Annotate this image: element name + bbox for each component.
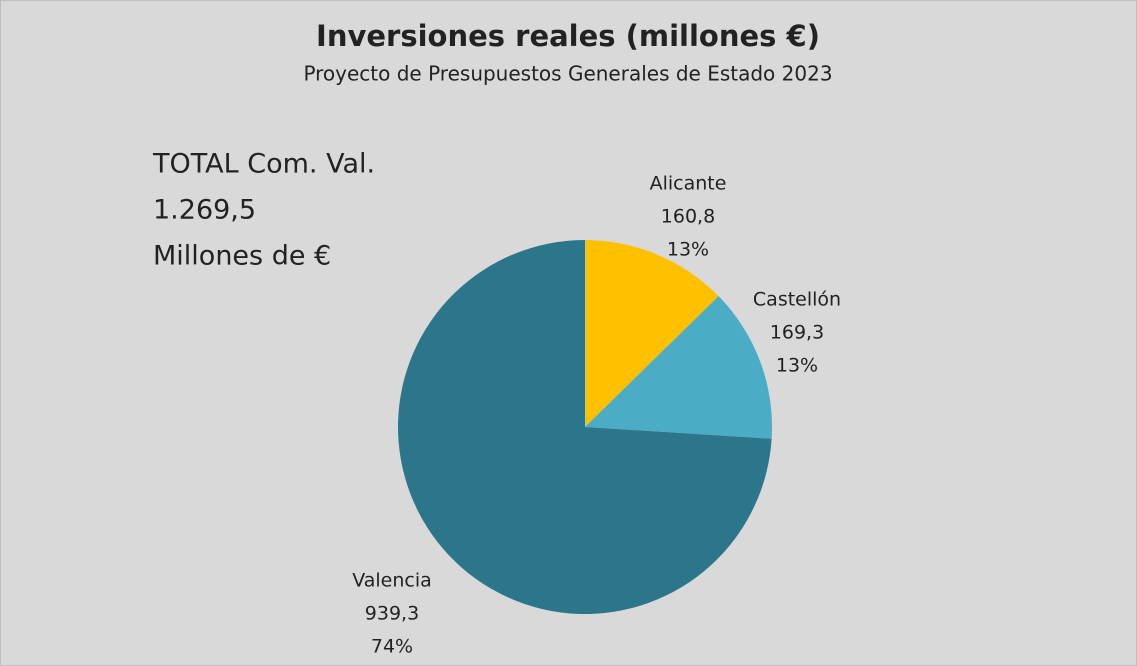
pie-slice bbox=[585, 296, 772, 439]
slice-percent-label: 74% bbox=[371, 636, 413, 658]
pie-slice bbox=[585, 240, 719, 427]
slice-percent-label: 13% bbox=[776, 355, 818, 377]
total-annotation: Millones de € bbox=[153, 241, 331, 272]
slice-category-label: Castellón bbox=[753, 289, 841, 311]
chart-title: Inversiones reales (millones €) bbox=[316, 19, 820, 53]
slice-value-label: 169,3 bbox=[770, 322, 824, 344]
slice-percent-label: 13% bbox=[667, 239, 709, 261]
chart-subtitle: Proyecto de Presupuestos Generales de Es… bbox=[303, 62, 832, 86]
pie-slice bbox=[398, 240, 772, 615]
total-annotation: 1.269,5 bbox=[153, 195, 256, 226]
slice-category-label: Alicante bbox=[650, 173, 727, 195]
slice-value-label: 160,8 bbox=[661, 206, 715, 228]
total-annotation: TOTAL Com. Val. bbox=[152, 149, 375, 180]
slice-category-label: Valencia bbox=[352, 570, 432, 592]
slice-value-label: 939,3 bbox=[365, 603, 419, 625]
